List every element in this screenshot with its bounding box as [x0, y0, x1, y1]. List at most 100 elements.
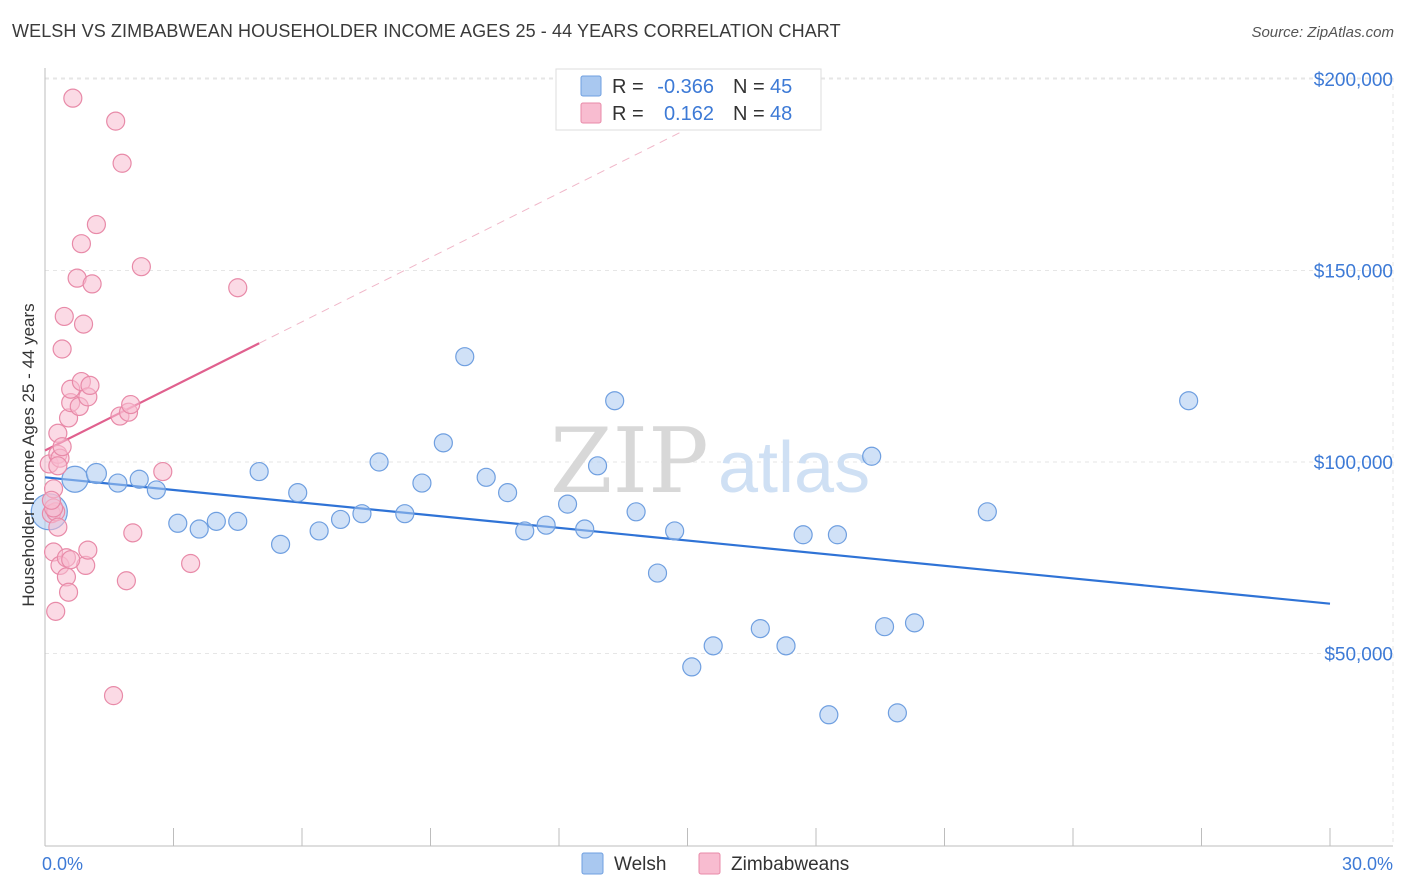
point-zimbabweans [52, 437, 72, 457]
point-welsh [647, 563, 668, 583]
point-zimbabweans [103, 686, 124, 706]
correlation-legend: R = -0.366 N = 45 R = 0.162 N = 48 [555, 68, 822, 131]
point-zimbabweans [181, 553, 201, 574]
point-zimbabweans [63, 88, 83, 108]
point-welsh [776, 636, 796, 656]
point-welsh [433, 433, 453, 453]
point-welsh [665, 521, 685, 541]
point-zimbabweans [52, 339, 72, 359]
legend-n-value-welsh: 45 [770, 76, 792, 98]
point-welsh [85, 462, 108, 485]
point-zimbabweans [123, 523, 143, 543]
point-welsh [515, 521, 535, 541]
point-welsh [129, 469, 149, 489]
trend-line-welsh [44, 476, 1331, 605]
watermark: ZIP atlas [550, 409, 870, 514]
point-zimbabweans [73, 314, 94, 334]
legend-swatch-welsh [580, 75, 602, 97]
point-welsh [605, 391, 625, 411]
legend-r-value-zimbabweans: 0.162 [664, 103, 714, 125]
y-tick-labels: $50,000 $100,000 $150,000 $200,000 [1314, 70, 1393, 666]
point-zimbabweans [228, 278, 248, 298]
legend-n-value-zimbabweans: 48 [770, 103, 792, 125]
point-welsh [352, 504, 372, 524]
point-zimbabweans [48, 517, 68, 537]
trend-line-dashed-zimbabweans [258, 78, 791, 344]
point-zimbabweans [61, 550, 81, 570]
point-welsh [587, 456, 608, 476]
watermark-zip: ZIP [550, 409, 709, 514]
bottom-legend-label-zimbabweans: Zimbabweans [731, 854, 849, 875]
point-welsh [206, 511, 226, 531]
bottom-legend-swatch-zimbabweans [698, 852, 721, 875]
point-welsh [819, 705, 839, 725]
point-zimbabweans [41, 490, 62, 510]
point-zimbabweans [112, 153, 132, 173]
source-label: Source: ZipAtlas.com [1251, 24, 1394, 41]
legend-n-label-zimbabweans: N = [733, 103, 765, 125]
point-welsh [575, 519, 595, 539]
x-tick-label: 30.0% [1342, 854, 1393, 874]
point-welsh [557, 494, 578, 514]
trend-line-zimbabweans [44, 342, 260, 452]
point-zimbabweans [80, 375, 100, 395]
point-welsh [626, 502, 646, 522]
point-welsh [1179, 391, 1199, 411]
point-welsh [682, 657, 702, 677]
point-welsh [874, 617, 895, 637]
legend-r-label-zimbabweans: R = [612, 103, 644, 125]
legend-r-value-welsh: -0.366 [657, 76, 714, 98]
point-welsh [887, 703, 907, 723]
point-zimbabweans [153, 461, 173, 482]
legend-swatch-zimbabweans [580, 102, 602, 124]
point-welsh [862, 446, 882, 466]
point-zimbabweans [71, 234, 92, 254]
point-zimbabweans [106, 111, 126, 131]
point-zimbabweans [78, 540, 98, 560]
point-zimbabweans [82, 274, 102, 294]
point-welsh [330, 509, 351, 530]
point-zimbabweans [116, 571, 136, 591]
point-welsh [498, 483, 518, 503]
legend-n-label-welsh: N = [733, 76, 765, 98]
point-zimbabweans [48, 456, 68, 476]
point-welsh [904, 613, 925, 633]
point-welsh [395, 504, 415, 524]
grid-lines [45, 77, 1393, 654]
point-welsh [703, 636, 723, 656]
trend-lines [44, 78, 1331, 605]
point-welsh [228, 511, 248, 531]
point-welsh [412, 473, 432, 493]
y-tick-label: $200,000 [1314, 70, 1393, 91]
point-welsh [793, 525, 813, 545]
point-welsh [536, 515, 556, 535]
point-welsh [108, 473, 128, 493]
watermark-atlas: atlas [718, 428, 870, 508]
point-welsh [270, 534, 291, 554]
point-welsh [288, 483, 308, 503]
data-points [30, 88, 1199, 725]
x-tick-labels: 0.0% 30.0% [42, 854, 1393, 874]
point-welsh [476, 467, 496, 487]
point-zimbabweans [86, 214, 107, 235]
point-zimbabweans [54, 306, 74, 327]
point-zimbabweans [131, 257, 151, 277]
point-welsh [146, 480, 166, 500]
y-tick-label: $150,000 [1314, 262, 1393, 283]
bottom-legend-label-welsh: Welsh [614, 854, 666, 875]
point-welsh [977, 502, 997, 522]
x-tick-label: 0.0% [42, 854, 83, 874]
legend-r-label-welsh: R = [612, 76, 644, 98]
point-welsh [168, 513, 188, 533]
point-welsh [309, 521, 329, 541]
y-axis-label: Householder Income Ages 25 - 44 years [19, 303, 38, 606]
chart-title: WELSH VS ZIMBABWEAN HOUSEHOLDER INCOME A… [12, 21, 841, 41]
point-welsh [249, 461, 269, 482]
point-welsh [189, 519, 209, 539]
point-welsh [455, 347, 475, 367]
y-tick-label: $100,000 [1314, 453, 1393, 474]
point-zimbabweans [121, 394, 141, 415]
point-zimbabweans [58, 582, 79, 602]
point-welsh [369, 452, 389, 472]
